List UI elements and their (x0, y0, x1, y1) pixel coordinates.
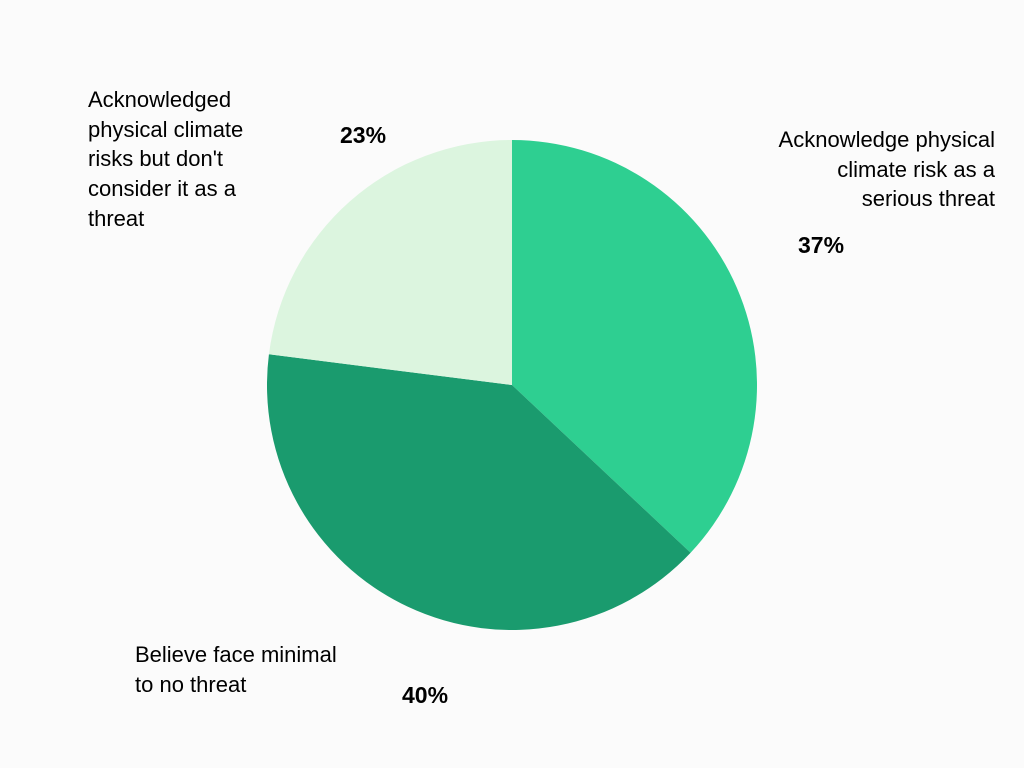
slice-label-minimal-threat: Believe face minimal to no threat (135, 640, 355, 699)
pie-slice-not-threat (269, 140, 512, 385)
slice-percent-minimal-threat: 40% (402, 680, 448, 711)
pie-chart-container: Acknowledge physical climate risk as a s… (0, 0, 1024, 768)
slice-label-not-threat: Acknowledged physical climate risks but … (88, 85, 288, 233)
slice-label-serious-threat: Acknowledge physical climate risk as a s… (775, 125, 995, 214)
slice-percent-not-threat: 23% (340, 120, 386, 151)
slice-percent-serious-threat: 37% (798, 230, 844, 261)
